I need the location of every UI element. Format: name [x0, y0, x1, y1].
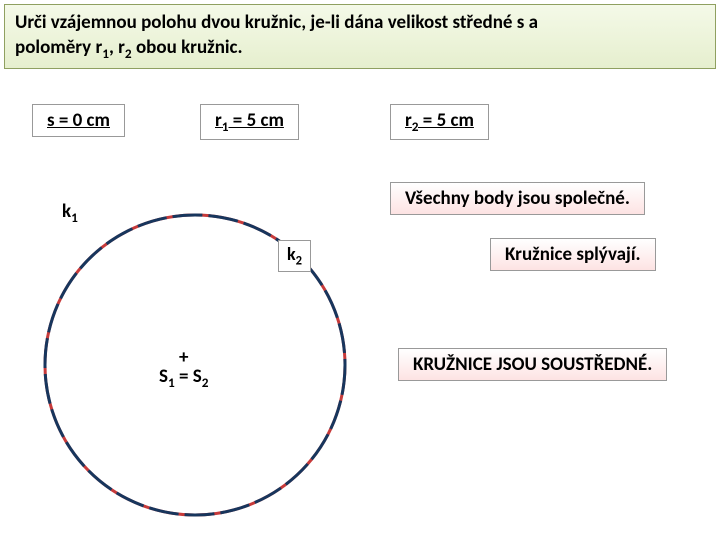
label-k1-sub: 1: [71, 209, 78, 226]
task-box: Urči vzájemnou polohu dvou kružnic, je-l…: [4, 4, 716, 69]
result-2-text: Kružnice splývají.: [505, 243, 641, 266]
label-k1-prefix: k: [62, 200, 71, 223]
label-k2: k2: [278, 240, 311, 272]
task-line1: Urči vzájemnou polohu dvou kružnic, je-l…: [15, 11, 538, 34]
label-k2-prefix: k: [287, 243, 296, 265]
label-k1: k1: [62, 200, 78, 226]
value-r1-sub: 1: [222, 118, 229, 135]
value-r2-prefix: r: [405, 109, 412, 132]
value-r2: r2 = 5 cm: [390, 104, 489, 140]
result-3-text: KRUŽNICE JSOU SOUSTŘEDNÉ.: [413, 353, 652, 376]
center-eq: = S: [175, 365, 202, 388]
value-s-text: s = 0 cm: [47, 109, 110, 132]
center-sub2: 2: [202, 374, 209, 391]
value-r1-suffix: = 5 cm: [229, 109, 284, 132]
task-line2-mid: , r: [109, 36, 125, 59]
label-k2-sub: 2: [296, 254, 302, 269]
center-label: + S1 = S2: [159, 348, 209, 389]
value-r2-suffix: = 5 cm: [419, 109, 474, 132]
result-1-text: Všechny body jsou společné.: [405, 187, 630, 210]
value-r1-prefix: r: [215, 109, 222, 132]
result-concentric: KRUŽNICE JSOU SOUSTŘEDNÉ.: [398, 348, 667, 381]
center-s1: S: [159, 365, 168, 388]
task-line2-suffix: obou kružnic.: [132, 36, 243, 59]
task-line2-prefix: poloměry r: [15, 36, 102, 59]
result-common-points: Všechny body jsou společné.: [390, 182, 645, 215]
center-sub1: 1: [168, 374, 175, 391]
value-r1: r1 = 5 cm: [200, 104, 299, 140]
result-coincide: Kružnice splývají.: [490, 238, 656, 271]
task-line2-sub1: 1: [102, 44, 109, 61]
task-line2-sub2: 2: [125, 44, 132, 61]
value-r2-sub: 2: [412, 118, 419, 135]
value-s: s = 0 cm: [32, 104, 125, 137]
